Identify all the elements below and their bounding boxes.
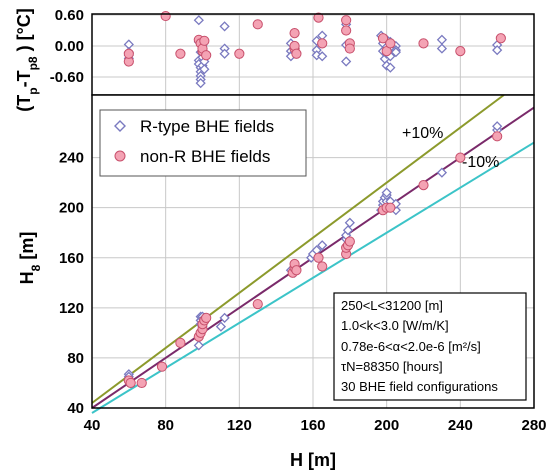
depth-point-non-r <box>385 202 396 213</box>
legend-circle-marker <box>114 150 126 162</box>
deviation-y-tick-label: -0.60 <box>50 69 84 86</box>
depth-data-points <box>123 121 503 389</box>
deviation-point-r-type <box>195 78 206 89</box>
deviation-point-non-r <box>455 46 466 57</box>
parameter-time: τN=88350 [hours] <box>341 359 443 374</box>
depth-y-tick-labels: 40 80 120 160 200 240 <box>59 150 84 417</box>
depth-point-non-r <box>252 298 263 310</box>
deviation-point-r-type <box>436 43 448 54</box>
deviation-point-r-type <box>390 47 401 58</box>
depth-point-non-r <box>291 265 302 276</box>
deviation-point-non-r <box>291 48 302 59</box>
depth-point-r-type <box>436 167 448 178</box>
depth-x-tick-label: 40 <box>84 417 101 434</box>
deviation-point-non-r <box>199 35 210 46</box>
depth-y-tick-label: 160 <box>59 250 84 267</box>
depth-point-non-r <box>313 252 324 263</box>
depth-x-tick-label: 240 <box>448 417 473 434</box>
deviation-point-r-type <box>492 44 503 56</box>
parameter-box-frame <box>333 292 527 401</box>
deviation-point-r-type <box>341 56 352 67</box>
legend-diamond-marker <box>114 120 126 132</box>
depth-point-r-type <box>381 187 392 198</box>
depth-point-non-r <box>317 261 328 272</box>
depth-point-non-r <box>455 152 466 163</box>
parameter-box: 250<L<31200 [m] 1.0<k<3.0 [W/m/K] 0.78e-… <box>333 292 527 401</box>
depth-point-r-type <box>342 225 354 236</box>
depth-panel: 40 80 120 160 200 240 40 80 120 160 200 240 280 +10… <box>17 94 547 470</box>
depth-x-tick-label: 160 <box>300 417 325 434</box>
deviation-point-r-type <box>199 64 210 75</box>
depth-y-tick-label: 40 <box>67 400 84 417</box>
depth-plot-frame <box>91 94 535 409</box>
depth-point-non-r <box>201 312 212 323</box>
depth-point-non-r <box>136 377 147 389</box>
depth-y-tick-label: 200 <box>59 200 84 217</box>
depth-point-r-type <box>215 321 227 332</box>
deviation-point-r-type <box>385 62 396 73</box>
depth-x-axis-title: H [m] <box>290 450 336 470</box>
deviation-point-non-r <box>385 38 396 49</box>
parameter-length-range: 250<L<31200 [m] <box>341 298 443 313</box>
plus-ten-percent-label: +10% <box>402 125 443 142</box>
deviation-point-r-type <box>317 51 328 62</box>
deviation-panel: 0.60 0.00 -0.60 (Tp-Tp8 ) [°C] <box>14 7 535 112</box>
deviation-y-tick-labels: 0.60 0.00 -0.60 <box>50 7 84 86</box>
deviation-point-non-r <box>377 33 389 44</box>
depth-x-tick-label: 120 <box>227 417 252 434</box>
depth-point-non-r <box>492 131 503 142</box>
deviation-data-points <box>123 10 506 89</box>
depth-point-r-type <box>317 240 328 251</box>
legend-box <box>99 109 307 177</box>
deviation-y-tick-label: 0.00 <box>55 38 84 55</box>
minus-ten-percent-label: -10% <box>462 154 499 171</box>
deviation-point-non-r <box>289 27 300 39</box>
depth-x-tick-label: 200 <box>374 417 399 434</box>
depth-point-non-r <box>418 180 429 191</box>
legend: R-type BHE fields non-R BHE fields <box>99 109 307 177</box>
parameter-conductivity-range: 1.0<k<3.0 [W/m/K] <box>341 318 449 333</box>
legend-label-r-type: R-type BHE fields <box>140 117 274 136</box>
legend-label-non-r: non-R BHE fields <box>140 147 270 166</box>
depth-point-non-r <box>156 361 168 372</box>
parameter-diffusivity-range: 0.78e-6<α<2.0e-6 [m²/s] <box>341 339 481 354</box>
deviation-point-non-r <box>317 38 328 49</box>
depth-point-r-type <box>219 312 230 323</box>
depth-x-tick-labels: 40 80 120 160 200 240 280 <box>84 417 547 434</box>
deviation-point-non-r <box>234 48 245 59</box>
depth-point-non-r <box>125 377 136 389</box>
parameter-configurations: 30 BHE field configurations <box>341 379 498 394</box>
depth-point-r-type <box>492 121 503 132</box>
deviation-point-non-r <box>495 33 506 44</box>
deviation-point-non-r <box>418 38 429 49</box>
depth-point-r-type <box>390 198 401 210</box>
depth-y-axis-title: H8 [m] <box>17 232 43 285</box>
deviation-point-non-r <box>344 43 355 54</box>
depth-point-r-type <box>344 217 355 228</box>
deviation-point-non-r <box>201 50 212 61</box>
deviation-y-tick-label: 0.60 <box>55 7 84 24</box>
plus-ten-percent-line <box>91 94 505 404</box>
deviation-point-non-r <box>123 48 134 59</box>
depth-y-tick-label: 80 <box>67 350 84 367</box>
deviation-point-non-r <box>341 25 352 36</box>
depth-point-non-r <box>344 236 355 247</box>
depth-point-non-r <box>175 337 186 348</box>
deviation-point-non-r <box>313 12 324 23</box>
deviation-point-r-type <box>219 21 230 32</box>
deviation-point-r-type <box>219 48 230 59</box>
deviation-point-non-r <box>175 48 186 59</box>
deviation-point-r-type <box>193 15 204 26</box>
depth-x-tick-label: 280 <box>521 417 546 434</box>
depth-point-r-type <box>193 340 204 351</box>
deviation-point-non-r <box>341 15 352 26</box>
depth-x-tick-label: 80 <box>157 417 174 434</box>
deviation-y-axis-title: (Tp-Tp8 ) [°C] <box>14 8 40 112</box>
deviation-point-non-r <box>252 19 263 30</box>
deviation-point-non-r <box>160 10 171 22</box>
depth-y-tick-label: 240 <box>59 150 84 167</box>
depth-y-tick-label: 120 <box>59 300 84 317</box>
